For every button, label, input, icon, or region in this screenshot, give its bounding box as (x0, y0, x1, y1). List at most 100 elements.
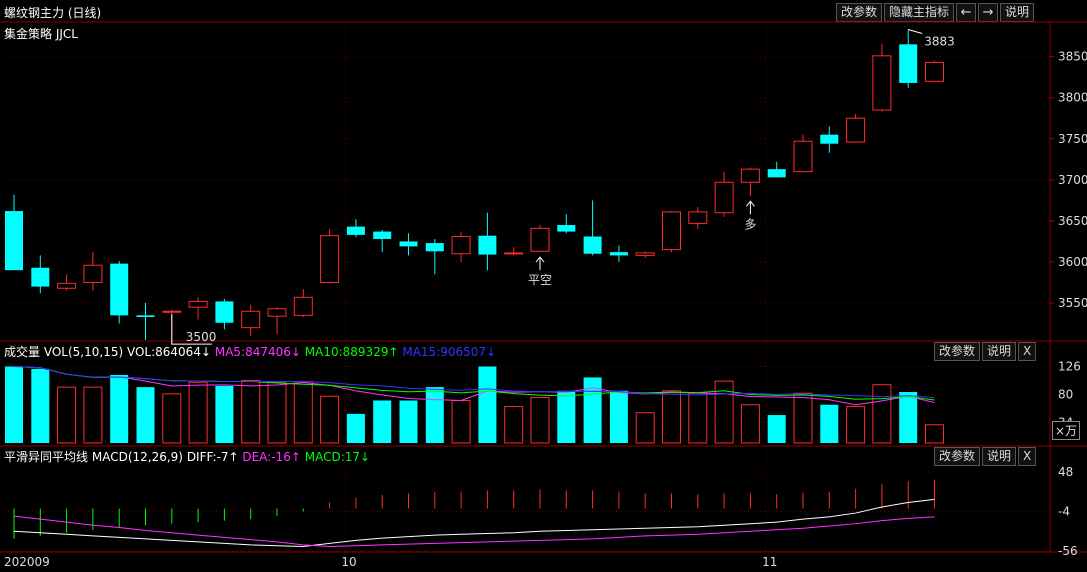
candle-body (162, 310, 182, 313)
volume-bar (215, 385, 234, 443)
candle-body (583, 236, 602, 254)
candle-body (136, 315, 155, 318)
high-price-label: 3883 (924, 35, 955, 49)
volume-params: VOL(5,10,15) (43, 345, 124, 359)
volume-bar (57, 386, 77, 444)
volume-ma15-line (13, 366, 935, 399)
volume-value: VOL:864064↓ (126, 345, 212, 359)
volume-bar (688, 392, 708, 444)
volume-bar (241, 379, 261, 444)
candle-body (293, 296, 313, 316)
candle-body (504, 252, 524, 255)
volume-bar (899, 392, 918, 443)
macd-header: 平滑异同平均线 MACD(12,26,9) DIFF:-7↑ DEA:-16↑ … (0, 447, 1087, 466)
volume-bar (399, 400, 418, 443)
volume-bar (346, 413, 365, 443)
volume-ma15-value: MA15:906507↓ (402, 345, 497, 359)
main-y-tick-label: 3750 (1058, 132, 1087, 146)
change-params-button[interactable]: 改参数 (836, 3, 883, 22)
long-signal-label: 多 (744, 217, 756, 231)
volume-bar (5, 366, 23, 443)
candle-body (767, 169, 786, 178)
candle-body (478, 235, 497, 255)
volume-change-params-button[interactable]: 改参数 (934, 342, 981, 361)
candle-body (451, 236, 471, 255)
volume-bar (451, 400, 471, 444)
candle-body (530, 227, 550, 252)
volume-bar (293, 381, 313, 444)
candle-body (662, 211, 681, 251)
candle-body (925, 61, 944, 82)
candle-body (899, 44, 918, 83)
candle-body (110, 263, 129, 316)
strategy-label: 集金策略 JJCL (4, 27, 78, 41)
volume-ma5-line (13, 366, 935, 406)
candle-body (373, 231, 392, 239)
high-marker-line (908, 29, 923, 35)
macd-legend: 平滑异同平均线 MACD(12,26,9) DIFF:-7↑ DEA:-16↑ … (4, 448, 370, 465)
candle-body (740, 168, 760, 183)
volume-header: 成交量 VOL(5,10,15) VOL:864064↓ MA5:847406↓… (0, 342, 1087, 361)
top-bar: 螺纹钢主力 (日线) 改参数 隐藏主指标 ← → 说明 (0, 0, 1087, 22)
candle-body (399, 241, 418, 247)
volume-bar (793, 392, 813, 444)
candle-body (320, 235, 340, 284)
volume-y-tick-label: 126 (1058, 360, 1081, 374)
macd-value: MACD:17↓ (304, 450, 371, 464)
main-y-tick-label: 3650 (1058, 214, 1087, 228)
x-tick-label: 10 (341, 555, 356, 569)
volume-bar (530, 396, 550, 444)
volume-y-tick-label: 80 (1058, 387, 1073, 401)
candle-body (83, 264, 103, 284)
volume-bar (925, 424, 944, 444)
volume-bar (425, 387, 444, 443)
candle-body (846, 117, 866, 143)
volume-bar (478, 366, 497, 443)
macd-y-tick-label: 48 (1058, 465, 1073, 479)
top-buttons: 改参数 隐藏主指标 ← → 说明 (836, 3, 1035, 22)
main-y-tick-label: 3800 (1058, 91, 1087, 105)
candle-body (188, 300, 208, 308)
main-y-tick-label: 3850 (1058, 50, 1087, 64)
macd-dea-line (13, 515, 935, 547)
macd-help-button[interactable]: 说明 (982, 447, 1017, 466)
x-tick-label: 202009 (4, 555, 50, 569)
volume-bar (820, 404, 839, 443)
macd-params: MACD(12,26,9) (91, 450, 183, 464)
volume-bar (714, 380, 734, 444)
volume-bar (188, 381, 208, 444)
low-price-label: 3500 (186, 330, 217, 344)
volume-bar (504, 406, 524, 444)
low-marker-line (171, 314, 212, 345)
volume-bar (609, 390, 628, 443)
volume-bar (83, 386, 103, 444)
volume-bar (846, 406, 866, 444)
long-signal-arrow-head (746, 200, 755, 207)
macd-change-params-button[interactable]: 改参数 (934, 447, 981, 466)
main-y-tick-label: 3600 (1058, 255, 1087, 269)
volume-bar (31, 368, 50, 443)
volume-bar (872, 384, 892, 444)
macd-buttons: 改参数 说明 X (934, 447, 1037, 466)
volume-bar (162, 393, 182, 444)
volume-bar (267, 381, 287, 444)
volume-bar (740, 404, 760, 444)
candle-body (267, 308, 287, 317)
candle-body (635, 252, 655, 256)
candle-body (215, 301, 234, 323)
candle-body (609, 252, 628, 256)
macd-label: 平滑异同平均线 (4, 450, 89, 464)
macd-dea-value: DEA:-16↑ (242, 450, 301, 464)
volume-close-button[interactable]: X (1018, 342, 1037, 361)
x-tick-label: 11 (762, 555, 777, 569)
candle-body (872, 55, 892, 111)
candle-body (714, 181, 734, 214)
macd-close-button[interactable]: X (1018, 447, 1037, 466)
candle-body (57, 282, 77, 289)
macd-y-tick-label: -56 (1058, 544, 1078, 558)
volume-bar (767, 415, 786, 443)
volume-unit-label: ×万 (1052, 421, 1081, 440)
macd-y-tick-label: -4 (1058, 505, 1070, 519)
volume-help-button[interactable]: 说明 (982, 342, 1017, 361)
